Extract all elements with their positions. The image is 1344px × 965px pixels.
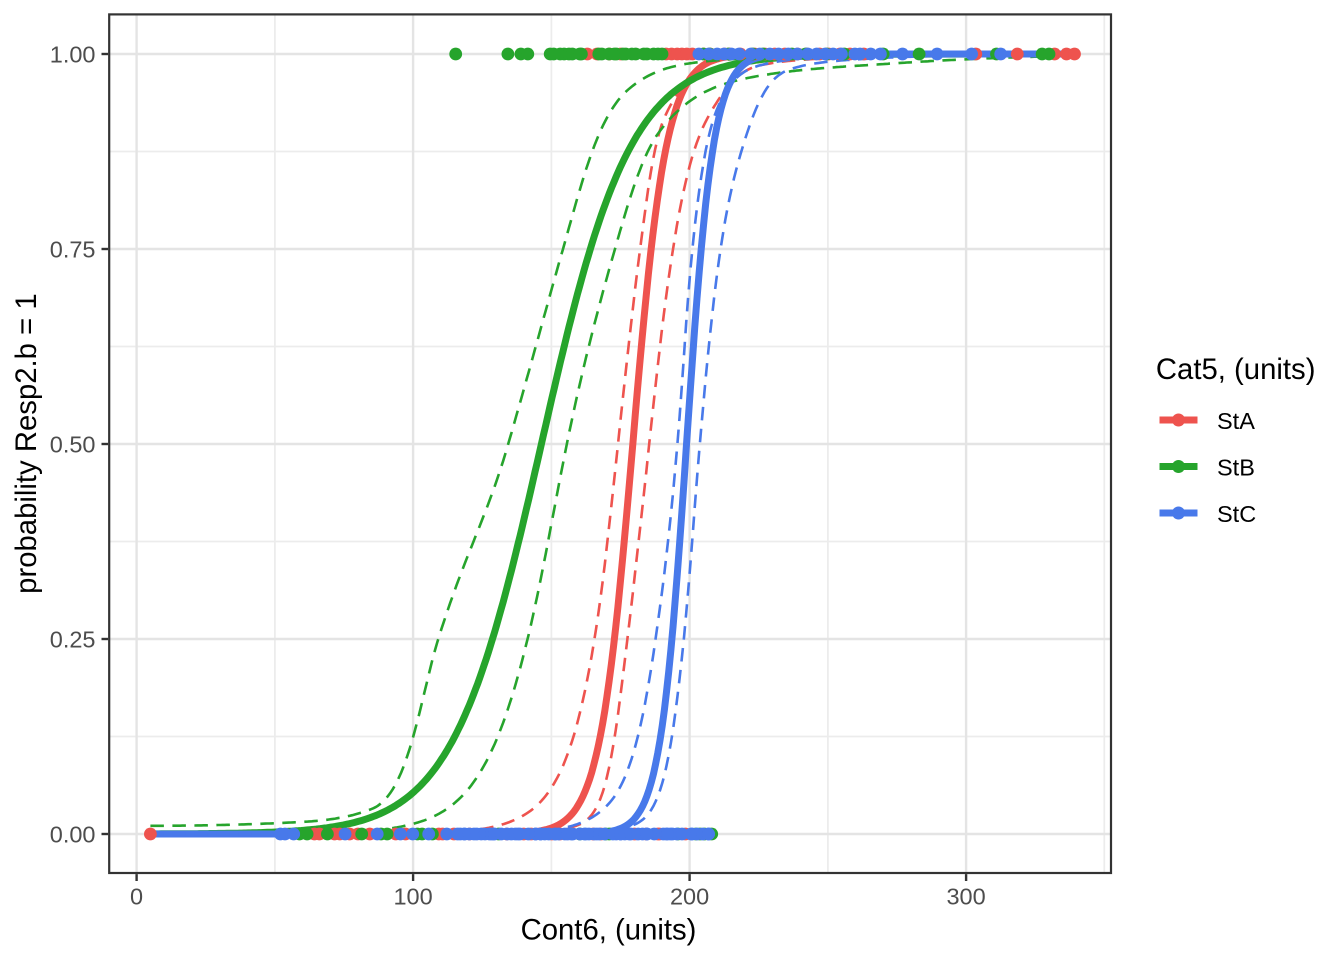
- svg-text:0.75: 0.75: [50, 236, 96, 262]
- svg-text:StB: StB: [1217, 454, 1255, 480]
- svg-text:100: 100: [393, 884, 432, 910]
- svg-text:0: 0: [130, 884, 143, 910]
- svg-text:Cont6, (units): Cont6, (units): [521, 914, 697, 947]
- svg-text:0.25: 0.25: [50, 626, 96, 652]
- svg-text:200: 200: [670, 884, 709, 910]
- svg-text:StC: StC: [1217, 501, 1256, 527]
- svg-text:0.50: 0.50: [50, 431, 96, 457]
- svg-text:probability Resp2.b = 1: probability Resp2.b = 1: [10, 293, 43, 593]
- svg-text:0.00: 0.00: [50, 821, 96, 847]
- svg-text:Cat5, (units): Cat5, (units): [1156, 353, 1316, 386]
- svg-text:1.00: 1.00: [50, 41, 96, 67]
- svg-text:300: 300: [946, 884, 985, 910]
- svg-text:StA: StA: [1217, 408, 1255, 434]
